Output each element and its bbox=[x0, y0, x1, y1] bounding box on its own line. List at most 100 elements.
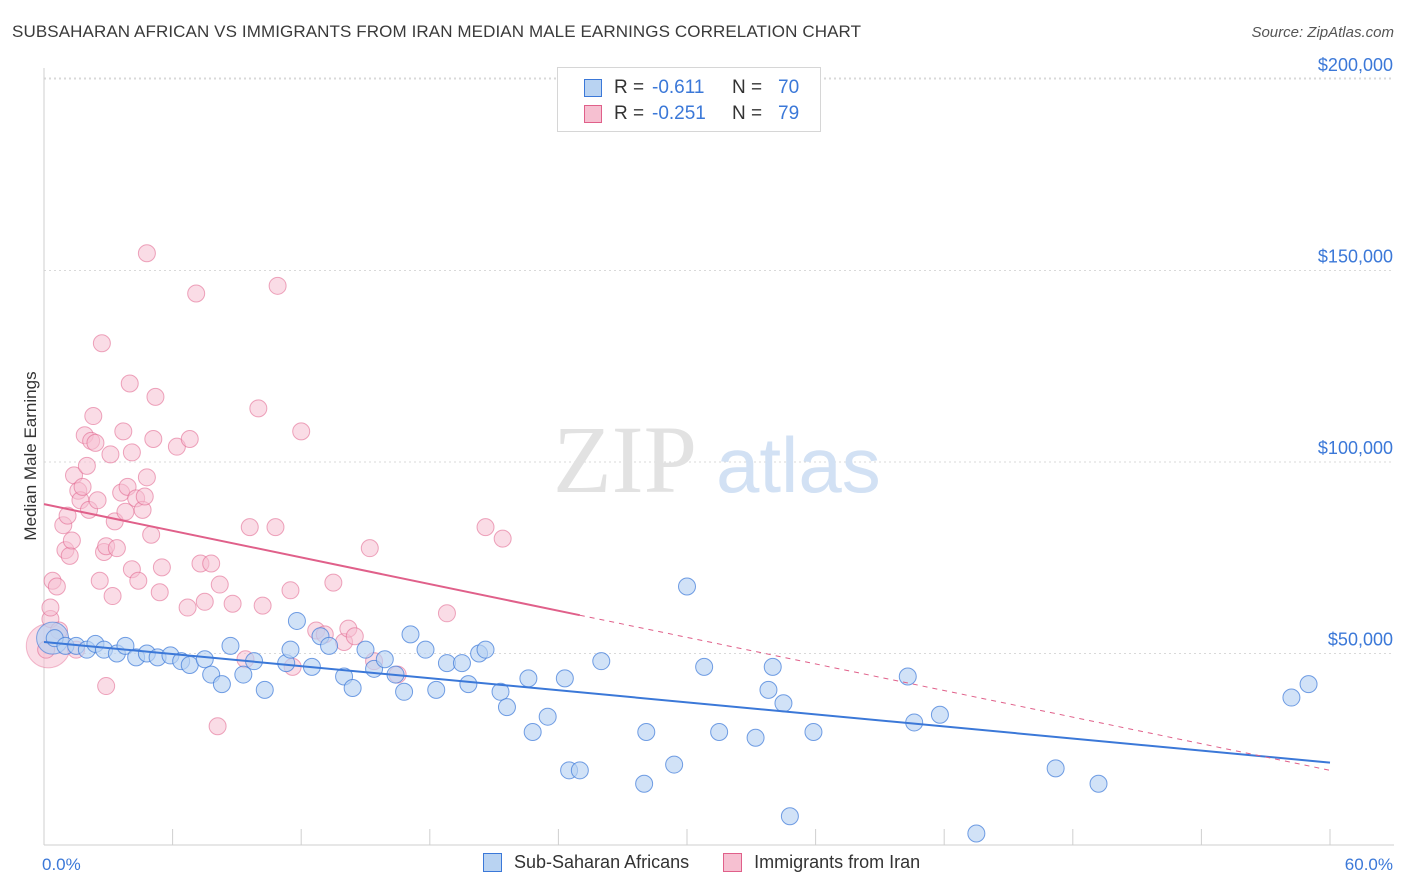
correlation-legend: R = -0.611 N = 70 R = -0.251 N = 79 bbox=[557, 67, 821, 132]
legend-swatch-blue bbox=[584, 79, 602, 97]
watermark-zip: ZIP bbox=[553, 406, 697, 513]
iran-point bbox=[324, 573, 343, 592]
subsaharan-point bbox=[780, 807, 799, 826]
iran-point bbox=[152, 558, 171, 577]
subsaharan-point bbox=[343, 678, 362, 697]
iran-point bbox=[86, 433, 105, 452]
iran-trendline-extension bbox=[579, 614, 1331, 771]
iran-point bbox=[92, 334, 111, 353]
subsaharan-point bbox=[804, 723, 823, 742]
iran-point bbox=[73, 477, 92, 496]
legend-swatch-pink bbox=[723, 853, 743, 872]
iran-point bbox=[41, 598, 60, 617]
legend-r-value: -0.251 bbox=[652, 103, 706, 124]
subsaharan-point bbox=[320, 636, 339, 655]
legend-r-label: R = bbox=[614, 77, 645, 98]
iran-point bbox=[135, 487, 154, 506]
legend-item-subsaharan[interactable]: Sub-Saharan Africans bbox=[483, 852, 689, 873]
iran-point bbox=[178, 598, 197, 617]
iran-point bbox=[223, 594, 242, 613]
iran-trendline bbox=[43, 503, 581, 617]
iran-point bbox=[187, 284, 206, 303]
subsaharan-point bbox=[234, 665, 253, 684]
iran-point bbox=[129, 571, 148, 590]
iran-point bbox=[88, 491, 107, 510]
chart-title: SUBSAHARAN AFRICAN VS IMMIGRANTS FROM IR… bbox=[12, 22, 862, 41]
iran-point bbox=[144, 430, 163, 449]
y-tick-label: $50,000 bbox=[1328, 630, 1393, 650]
subsaharan-point bbox=[763, 657, 782, 676]
iran-point bbox=[493, 529, 512, 548]
subsaharan-point bbox=[1299, 675, 1318, 694]
subsaharan-point bbox=[212, 675, 231, 694]
subsaharan-point bbox=[523, 723, 542, 742]
subsaharan-point bbox=[395, 682, 414, 701]
iran-point bbox=[360, 539, 379, 558]
subsaharan-point bbox=[930, 705, 949, 724]
trendlines bbox=[43, 503, 1331, 771]
iran-point bbox=[77, 456, 96, 475]
subsaharan-point bbox=[195, 650, 214, 669]
subsaharan-point bbox=[592, 652, 611, 671]
legend-label-iran: Immigrants from Iran bbox=[754, 852, 921, 872]
subsaharan-point bbox=[967, 824, 986, 843]
subsaharan-point bbox=[1089, 774, 1108, 793]
subsaharan-point bbox=[459, 675, 478, 694]
legend-item-iran[interactable]: Immigrants from Iran bbox=[723, 852, 920, 873]
subsaharan-point bbox=[427, 680, 446, 699]
subsaharan-point bbox=[519, 669, 538, 688]
subsaharan-point bbox=[497, 698, 516, 717]
subsaharan-point bbox=[356, 640, 375, 659]
legend-swatch-pink bbox=[584, 105, 602, 123]
subsaharan-point bbox=[678, 577, 696, 596]
chart-source: Source: ZipAtlas.com bbox=[1251, 24, 1394, 41]
subsaharan-point bbox=[898, 667, 917, 686]
y-tick-label: $150,000 bbox=[1318, 247, 1393, 267]
subsaharan-point bbox=[476, 640, 495, 659]
iran-point bbox=[142, 525, 161, 544]
legend-swatch-blue bbox=[483, 853, 502, 872]
subsaharan-points bbox=[36, 577, 1318, 843]
iran-point bbox=[120, 374, 139, 393]
subsaharan-point bbox=[1282, 688, 1301, 707]
iran-point bbox=[266, 518, 285, 537]
subsaharan-point bbox=[281, 640, 300, 659]
subsaharan-point bbox=[491, 682, 510, 701]
iran-point bbox=[62, 531, 81, 550]
iran-point bbox=[146, 387, 165, 406]
iran-point bbox=[137, 468, 156, 487]
iran-point bbox=[249, 399, 268, 418]
subsaharan-point bbox=[255, 680, 274, 699]
subsaharan-trendline bbox=[43, 641, 1331, 764]
y-axis-label: Median Male Earnings bbox=[21, 371, 40, 540]
iran-point bbox=[208, 717, 227, 736]
iran-point bbox=[90, 571, 109, 590]
iran-point bbox=[345, 627, 364, 646]
subsaharan-point bbox=[774, 694, 793, 713]
iran-point bbox=[107, 539, 126, 558]
subsaharan-point bbox=[746, 728, 765, 747]
x-tick-label: 0.0% bbox=[42, 855, 81, 874]
legend-n-label: N = bbox=[732, 103, 763, 124]
subsaharan-point bbox=[710, 723, 729, 742]
iran-point bbox=[202, 554, 221, 573]
legend-n-label: N = bbox=[732, 77, 763, 98]
iran-point bbox=[150, 583, 169, 602]
legend-row-iran: R = -0.251 N = 79 bbox=[584, 102, 799, 126]
subsaharan-point bbox=[635, 774, 654, 793]
subsaharan-point bbox=[570, 761, 589, 780]
x-tick-label: 60.0% bbox=[1345, 855, 1393, 874]
iran-point bbox=[195, 592, 214, 611]
subsaharan-point bbox=[538, 707, 557, 726]
iran-point bbox=[476, 518, 495, 537]
y-tick-labels: $50,000 $100,000 $150,000 $200,000 bbox=[1318, 55, 1393, 650]
y-tick-label: $100,000 bbox=[1318, 438, 1393, 458]
iran-point bbox=[97, 677, 116, 696]
subsaharan-point bbox=[759, 680, 778, 699]
subsaharan-point bbox=[665, 755, 684, 774]
subsaharan-point bbox=[401, 625, 420, 644]
iran-point bbox=[240, 518, 259, 537]
iran-point bbox=[253, 596, 272, 615]
legend-n-value: 79 bbox=[778, 103, 800, 124]
